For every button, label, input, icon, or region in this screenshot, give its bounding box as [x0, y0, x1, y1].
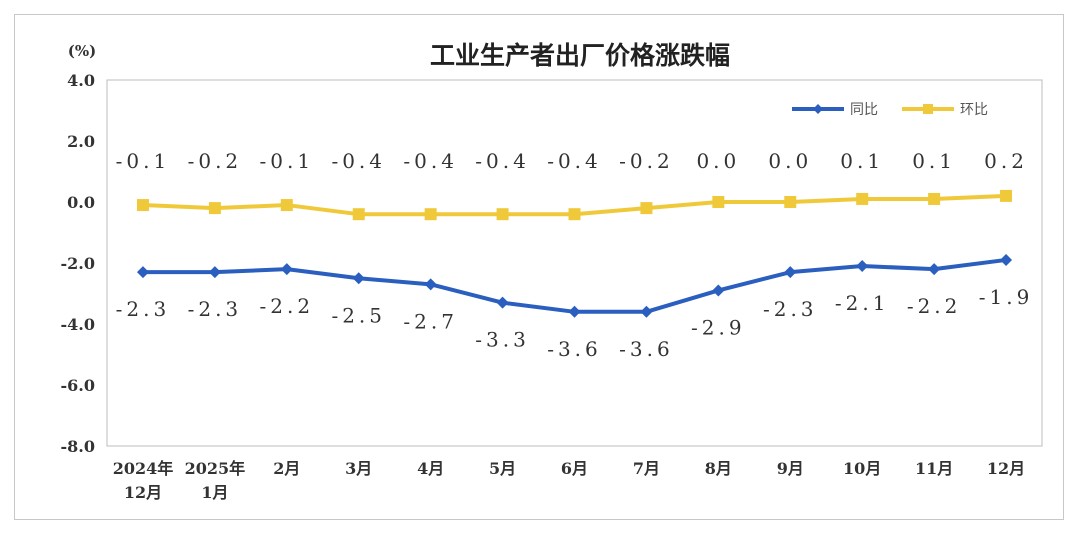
- x-tick-label: 9月: [777, 459, 804, 478]
- chart-title: 工业生产者出厂价格涨跌幅: [430, 41, 730, 70]
- data-label: -0.4: [475, 149, 530, 173]
- data-label: -2.3: [188, 297, 243, 321]
- data-point: [784, 196, 797, 208]
- x-tick-label: 2024年: [113, 459, 174, 478]
- data-label: -2.3: [116, 297, 171, 321]
- x-tick-label: 11月: [915, 459, 953, 478]
- y-tick-label: 0.0: [67, 193, 95, 212]
- data-label: -2.1: [835, 291, 890, 315]
- x-tick-label: 5月: [489, 459, 516, 478]
- data-label: 0.1: [840, 149, 884, 173]
- data-label: -2.3: [763, 297, 818, 321]
- legend-label: 环比: [960, 102, 988, 118]
- data-label: -0.2: [188, 149, 243, 173]
- y-tick-label: -6.0: [61, 376, 95, 395]
- x-tick-label: 4月: [417, 459, 444, 478]
- y-tick-label: 4.0: [67, 71, 95, 90]
- x-tick-label: 6月: [561, 459, 588, 478]
- data-label: -3.3: [475, 328, 530, 352]
- y-tick-label: 2.0: [67, 132, 95, 151]
- data-point: [1000, 189, 1013, 202]
- data-point: [424, 278, 437, 291]
- data-label: -2.9: [691, 315, 746, 339]
- data-point: [568, 208, 581, 221]
- x-tick-label: 3月: [345, 459, 372, 478]
- data-label: -0.1: [116, 149, 171, 173]
- data-label: -2.7: [403, 309, 458, 333]
- legend-marker: [923, 104, 933, 114]
- data-label: -2.2: [907, 294, 962, 318]
- x-tick-label: 10月: [843, 459, 881, 478]
- data-point: [136, 266, 149, 279]
- data-label: 0.0: [768, 149, 812, 173]
- data-point: [352, 272, 365, 285]
- data-point: [280, 263, 293, 276]
- data-label: -3.6: [547, 337, 602, 361]
- data-point: [496, 296, 509, 309]
- data-point: [640, 202, 653, 215]
- data-label: -2.2: [260, 294, 315, 318]
- data-point: [1000, 253, 1013, 266]
- legend-label: 同比: [850, 102, 878, 118]
- data-point: [928, 192, 941, 205]
- data-point: [208, 202, 221, 215]
- data-point: [856, 260, 869, 273]
- data-label: -0.4: [331, 149, 386, 173]
- x-tick-label: 7月: [633, 459, 660, 478]
- y-tick-label: -2.0: [61, 254, 95, 273]
- x-tick-label: 12月: [987, 459, 1025, 478]
- y-axis-label: (%): [68, 42, 96, 60]
- chart-frame: [14, 14, 1064, 520]
- data-point: [208, 266, 221, 279]
- data-label: -0.4: [547, 149, 602, 173]
- data-label: -1.9: [979, 285, 1034, 309]
- y-tick-label: -8.0: [61, 437, 95, 456]
- data-label: -3.6: [619, 337, 674, 361]
- data-point: [856, 192, 869, 205]
- data-point: [424, 208, 437, 221]
- y-tick-label: -4.0: [61, 315, 95, 334]
- x-tick-label: 1月: [201, 483, 228, 502]
- data-label: -0.1: [260, 149, 315, 173]
- data-point: [136, 199, 149, 212]
- data-label: 0.2: [984, 149, 1028, 173]
- data-label: -2.5: [331, 303, 386, 327]
- data-label: -0.4: [403, 149, 458, 173]
- data-point: [928, 263, 941, 276]
- data-label: 0.0: [696, 149, 740, 173]
- legend-marker: [813, 104, 823, 114]
- data-label: -0.2: [619, 149, 674, 173]
- x-tick-label: 2月: [273, 459, 300, 478]
- data-point: [280, 199, 293, 212]
- plot-area: [106, 79, 1043, 447]
- data-point: [640, 305, 653, 318]
- data-label: 0.1: [912, 149, 956, 173]
- data-point: [712, 284, 725, 297]
- data-point: [496, 208, 509, 221]
- x-tick-label: 8月: [705, 459, 732, 478]
- data-point: [784, 266, 797, 279]
- x-tick-label: 2025年: [185, 459, 246, 478]
- data-point: [712, 196, 725, 208]
- x-tick-label: 12月: [124, 483, 162, 502]
- data-point: [352, 208, 365, 221]
- data-point: [568, 305, 581, 318]
